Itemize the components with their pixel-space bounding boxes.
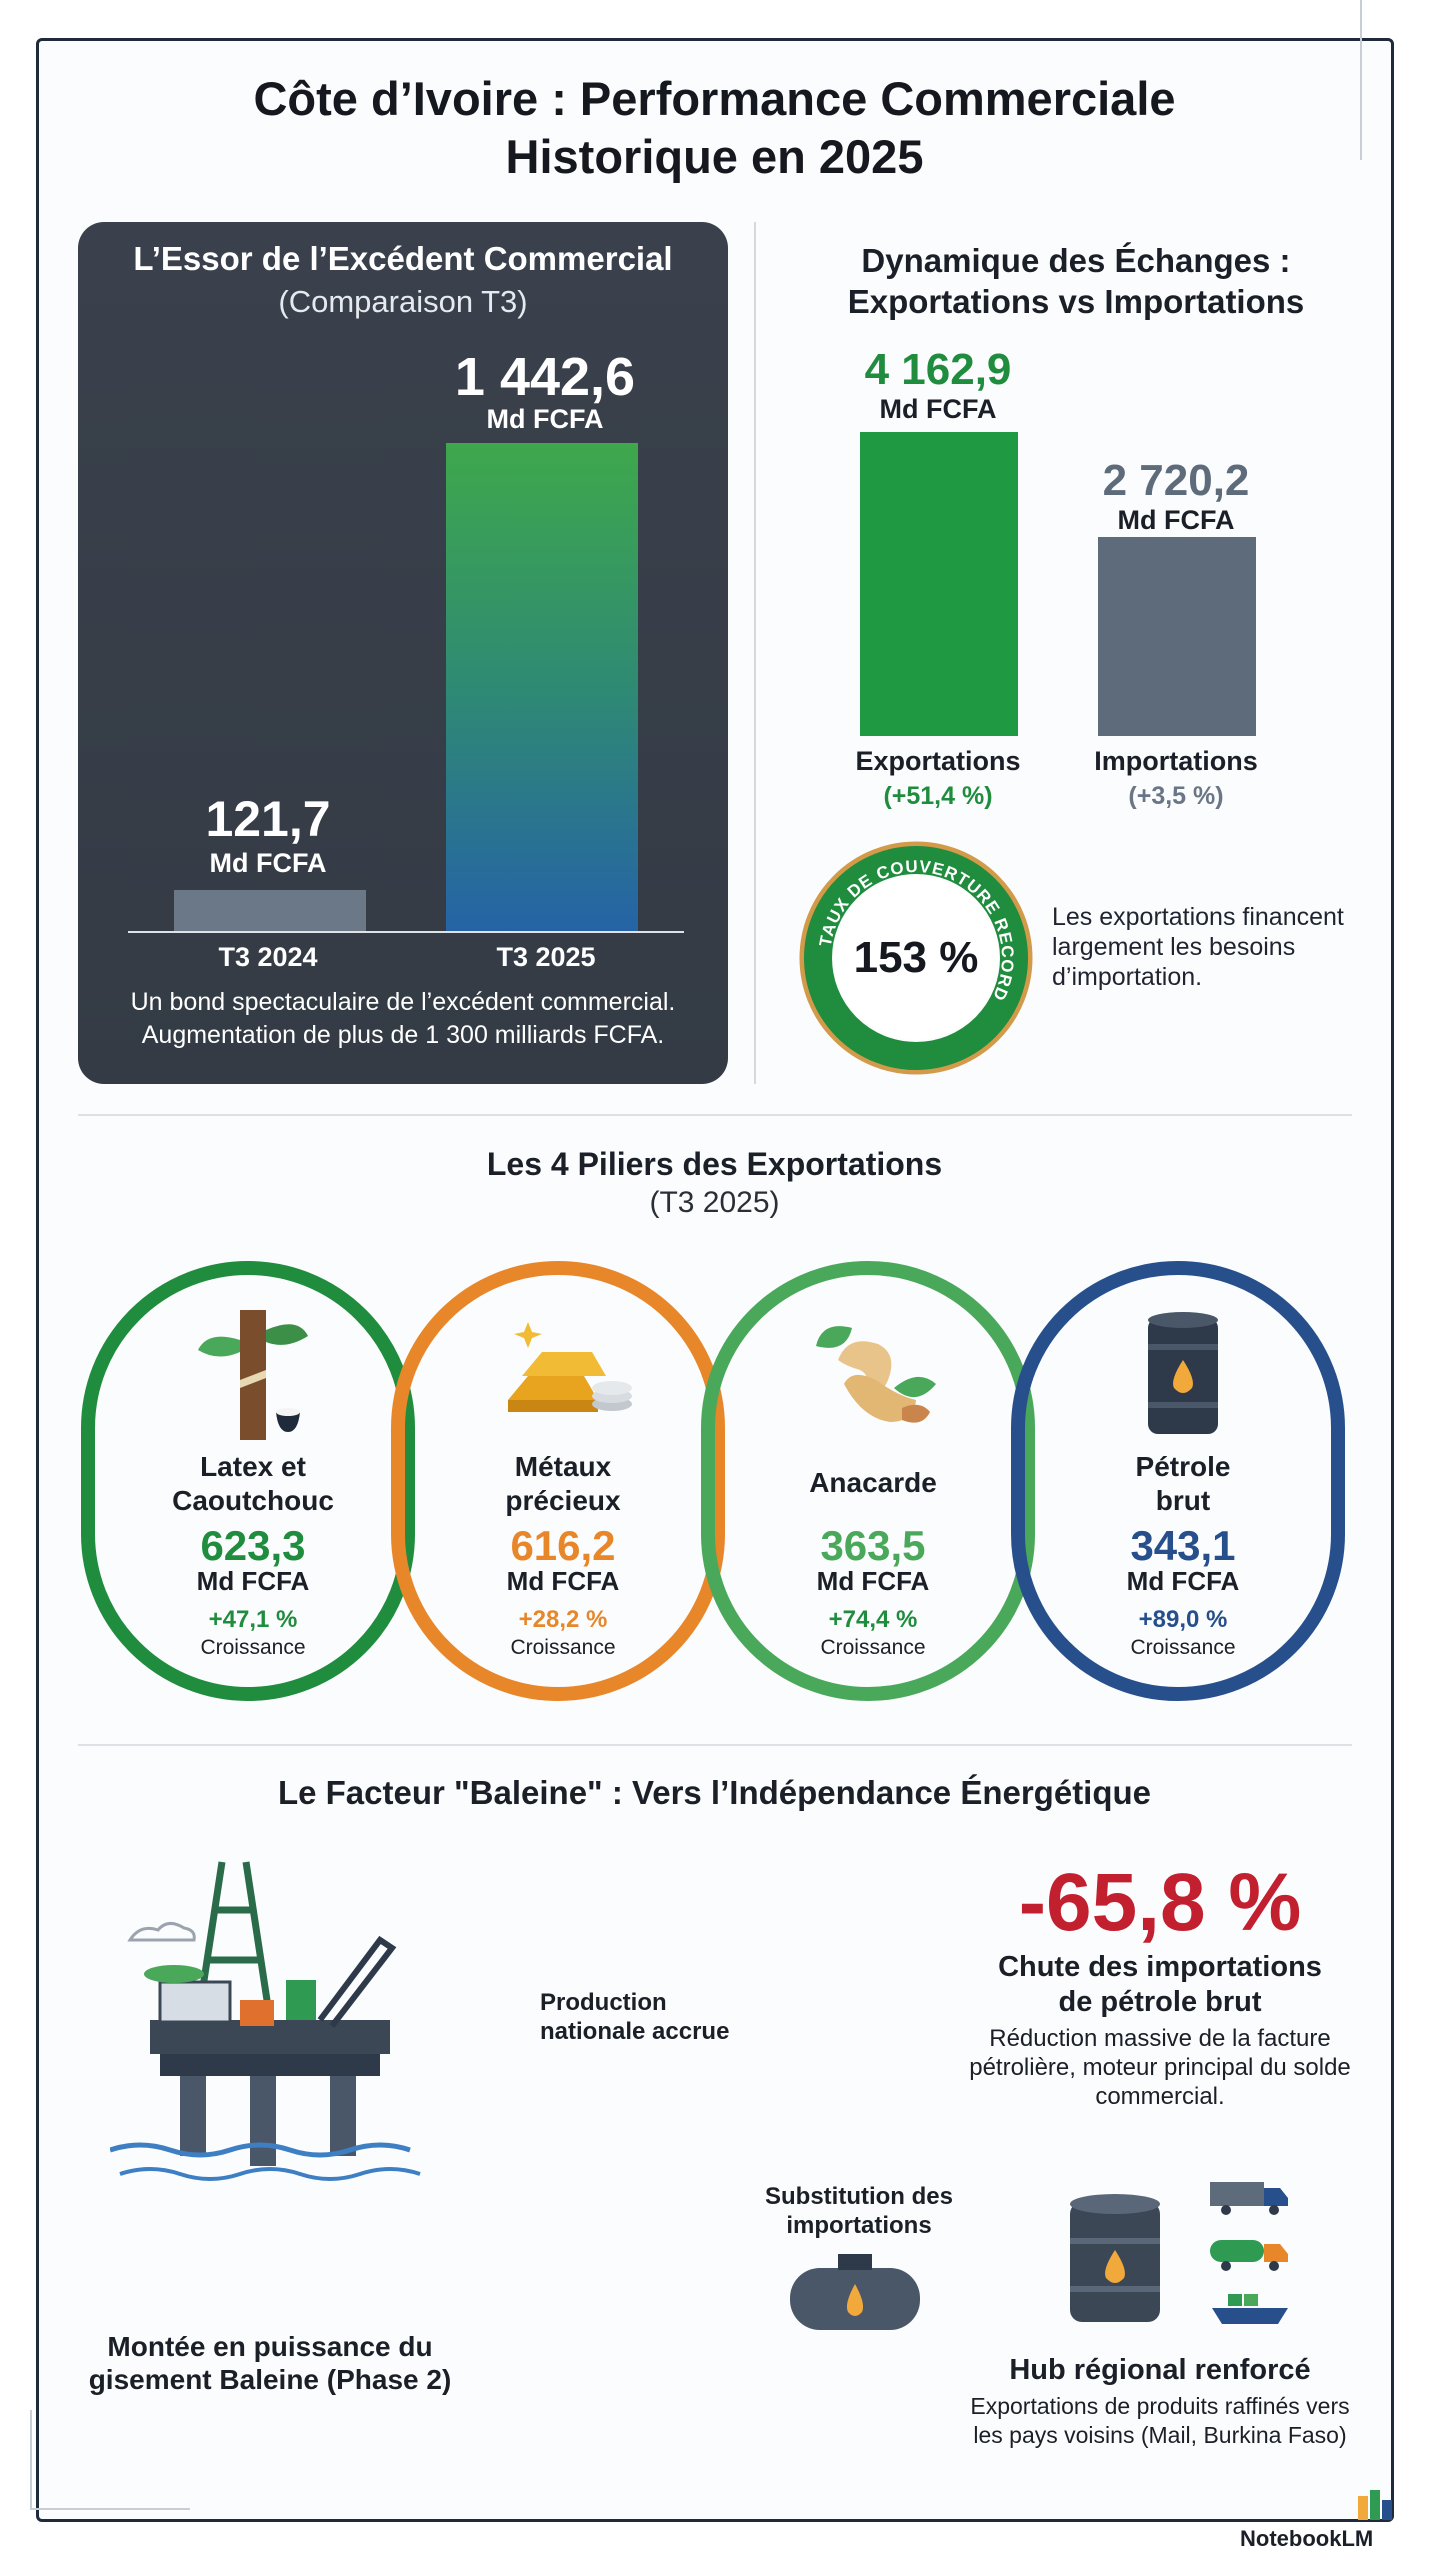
flow-production-label: Production nationale accrue bbox=[540, 1989, 730, 2045]
truck-icon bbox=[1210, 2182, 1288, 2215]
section-divider bbox=[78, 1114, 1352, 1116]
imports-change: (+3,5 %) bbox=[1128, 782, 1224, 810]
pillars-rings bbox=[81, 1261, 1345, 1701]
pillar-growth: +74,4 % bbox=[828, 1606, 918, 1633]
pillars-subtitle: (T3 2025) bbox=[649, 1186, 780, 1219]
pillar-value: 623,3 bbox=[200, 1522, 306, 1569]
pillar-growth: +89,0 % bbox=[1138, 1606, 1228, 1633]
pillar-unit: Md FCFA bbox=[196, 1566, 310, 1596]
imports-value: 2 720,2 bbox=[1102, 456, 1250, 505]
coverage-value: 153 % bbox=[854, 933, 979, 982]
surplus-value-t3-2024: 121,7 bbox=[205, 791, 331, 847]
pillar-growth-label: Croissance bbox=[820, 1636, 926, 1659]
baleine-title: Le Facteur "Baleine" : Vers l’Indépendan… bbox=[277, 1774, 1152, 1811]
exports-value: 4 162,9 bbox=[864, 345, 1012, 394]
imports-label: Importations bbox=[1094, 746, 1258, 776]
surplus-chart-axis bbox=[128, 931, 684, 933]
oil-rig-icon bbox=[110, 1861, 421, 2181]
surplus-value-t3-2025: 1 442,6 bbox=[454, 347, 636, 407]
pillar-oil: Pétrole brut 343,1 Md FCFA +89,0 % Crois… bbox=[1028, 1300, 1338, 1680]
surplus-label-t3-2025: T3 2025 bbox=[496, 942, 596, 972]
pillar-name: Métaux précieux bbox=[505, 1451, 621, 1516]
trade-chart-title: Dynamique des Échanges : Exportations vs… bbox=[847, 242, 1305, 320]
page-title: Côte d’Ivoire : Performance Commerciale … bbox=[253, 72, 1176, 183]
gold-bars-icon bbox=[508, 1322, 632, 1412]
corner-decoration bbox=[30, 2410, 190, 2510]
pillar-name: Latex et Caoutchouc bbox=[172, 1451, 334, 1516]
oil-barrel-icon bbox=[1148, 1312, 1218, 1434]
hub-title: Hub régional renforcé bbox=[1009, 2354, 1311, 2386]
coverage-note: Les exportations financent largement les… bbox=[1052, 903, 1344, 991]
surplus-chart-title: L’Essor de l’Excédent Commercial bbox=[133, 240, 673, 277]
rig-caption: Montée en puissance du gisement Baleine … bbox=[88, 2331, 452, 2395]
surplus-label-t3-2024: T3 2024 bbox=[218, 942, 318, 972]
surplus-caption: Un bond spectaculaire de l’excédent comm… bbox=[130, 988, 676, 1049]
pillar-cashew: Anacarde 363,5 Md FCFA +74,4 % Croissanc… bbox=[718, 1300, 1028, 1680]
pillar-growth: +47,1 % bbox=[208, 1606, 298, 1633]
panel-separator bbox=[754, 222, 756, 1084]
pillar-value: 363,5 bbox=[820, 1522, 926, 1569]
surplus-bar-t3-2025 bbox=[446, 443, 638, 931]
surplus-unit-t3-2025: Md FCFA bbox=[486, 404, 604, 434]
oil-import-drop-title: Chute des importations de pétrole brut bbox=[998, 1951, 1322, 2018]
flow-substitution-label: Substitution des importations bbox=[765, 2183, 953, 2239]
ship-icon bbox=[1212, 2294, 1288, 2324]
oil-barrel-icon bbox=[1070, 2194, 1160, 2322]
tanker-truck-icon bbox=[1210, 2240, 1288, 2271]
storage-tank-icon bbox=[790, 2254, 920, 2330]
notebooklm-logo-icon bbox=[1358, 2490, 1392, 2520]
pillar-name: Pétrole brut bbox=[1135, 1451, 1231, 1516]
pillar-unit: Md FCFA bbox=[506, 1566, 620, 1596]
rubber-tree-icon bbox=[198, 1310, 308, 1440]
hub-desc: Exportations de produits raffinés vers l… bbox=[970, 2393, 1350, 2448]
pillar-growth-label: Croissance bbox=[1130, 1636, 1236, 1659]
surplus-bar-t3-2024 bbox=[174, 889, 366, 931]
imports-unit: Md FCFA bbox=[1117, 505, 1235, 535]
pillar-unit: Md FCFA bbox=[816, 1566, 930, 1596]
exports-label: Exportations bbox=[855, 746, 1021, 776]
exports-change: (+51,4 %) bbox=[883, 782, 993, 810]
pillar-metals: Métaux précieux 616,2 Md FCFA +28,2 % Cr… bbox=[408, 1300, 718, 1680]
brand-label: NotebookLM bbox=[1240, 2526, 1374, 2551]
pillar-unit: Md FCFA bbox=[1126, 1566, 1240, 1596]
pillar-growth-label: Croissance bbox=[510, 1636, 616, 1659]
exports-bar bbox=[860, 432, 1018, 736]
oil-import-drop-value: -65,8 % bbox=[1018, 1857, 1302, 1948]
pillar-name: Anacarde bbox=[809, 1467, 937, 1498]
exports-unit: Md FCFA bbox=[879, 394, 997, 424]
coverage-badge: TAUX DE COUVERTURE RECORD 153 % bbox=[799, 841, 1033, 1075]
surplus-unit-t3-2024: Md FCFA bbox=[209, 848, 327, 878]
pillars-title: Les 4 Piliers des Exportations bbox=[486, 1146, 943, 1182]
pillar-latex: Latex et Caoutchouc 623,3 Md FCFA +47,1 … bbox=[98, 1300, 408, 1680]
surplus-chart-subtitle: (Comparaison T3) bbox=[278, 284, 528, 319]
pillar-growth: +28,2 % bbox=[518, 1606, 608, 1633]
section-divider bbox=[78, 1744, 1352, 1746]
pillar-growth-label: Croissance bbox=[200, 1636, 306, 1659]
pillar-value: 343,1 bbox=[1130, 1522, 1236, 1569]
cashew-icon bbox=[816, 1326, 936, 1423]
imports-bar bbox=[1098, 537, 1256, 736]
corner-decoration bbox=[1360, 0, 1429, 160]
pillar-value: 616,2 bbox=[510, 1522, 616, 1569]
oil-import-drop-desc: Réduction massive de la facture pétroliè… bbox=[969, 2025, 1351, 2110]
